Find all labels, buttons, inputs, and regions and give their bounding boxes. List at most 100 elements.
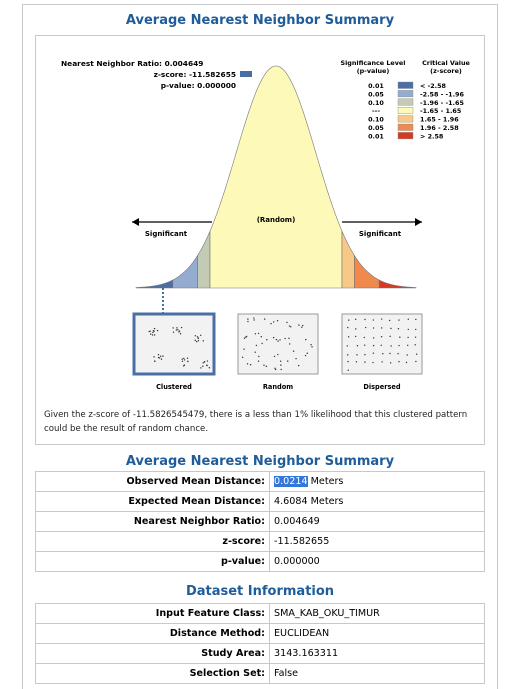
pattern-dot [276, 339, 277, 340]
pattern-dot [364, 354, 365, 355]
pattern-dot [242, 357, 243, 358]
pattern-dot [172, 327, 173, 328]
row-label: Nearest Neighbor Ratio: [36, 512, 270, 532]
pattern-dot [202, 366, 203, 367]
pattern-dot [310, 344, 311, 345]
pattern-dot [290, 326, 291, 327]
pattern-dot [253, 319, 254, 320]
pattern-dot [275, 369, 276, 370]
pattern-dot [289, 343, 290, 344]
pattern-dot [287, 360, 288, 361]
pattern-dot [198, 340, 199, 341]
pattern-dot [311, 346, 312, 347]
pattern-dot [206, 365, 207, 366]
pattern-dot [266, 366, 267, 367]
pattern-dot [373, 337, 374, 338]
pattern-dot [247, 318, 248, 319]
row-value: EUCLIDEAN [270, 624, 485, 644]
value: False [274, 668, 298, 679]
stat: z-score: -11.582655 [154, 70, 236, 79]
pattern-dot [184, 364, 185, 365]
row-label: Distance Method: [36, 624, 270, 644]
legend-p: --- [372, 107, 380, 115]
pattern-dot [204, 361, 205, 362]
curve-region [342, 231, 354, 288]
pattern-dot [284, 338, 285, 339]
pattern-dot [406, 354, 407, 355]
legend-z: 1.96 - 2.58 [420, 124, 459, 132]
pattern-dot [255, 333, 256, 334]
curve-region [379, 280, 416, 288]
row-label: p-value: [36, 552, 270, 572]
pattern-dot [197, 338, 198, 339]
value: -11.582655 [274, 536, 329, 547]
pattern-dot [389, 353, 390, 354]
pattern-dot [307, 353, 308, 354]
pattern-dot [150, 333, 151, 334]
pattern-dot [154, 328, 155, 329]
pattern-dot [274, 368, 275, 369]
pattern-dot [253, 317, 254, 318]
pattern-dot [200, 367, 201, 368]
pattern-dot [364, 361, 365, 362]
table-row: Distance Method:EUCLIDEAN [36, 624, 485, 644]
curve-region [136, 280, 173, 288]
pattern-dot [153, 331, 154, 332]
pattern-dot [295, 358, 296, 359]
pattern-dot [158, 354, 159, 355]
value: SMA_KAB_OKU_TIMUR [274, 608, 380, 619]
value: 0.004649 [274, 516, 320, 527]
pattern-dot [247, 321, 248, 322]
pattern-dot [355, 328, 356, 329]
pattern-dot [207, 360, 208, 361]
pattern-dot [270, 323, 271, 324]
pattern-dot [390, 328, 391, 329]
pattern-dot [347, 345, 348, 346]
pattern-dot [302, 325, 303, 326]
pattern-dot [263, 364, 264, 365]
table-row: Study Area:3143.163311 [36, 644, 485, 664]
row-label: Selection Set: [36, 664, 270, 684]
unit: Meters [311, 476, 344, 487]
stat: Nearest Neighbor Ratio: 0.004649 [61, 59, 203, 68]
pattern-dot [209, 367, 210, 368]
pattern-dot [286, 322, 287, 323]
pattern-dot [407, 337, 408, 338]
z-score-swatch [240, 71, 252, 77]
table-row: p-value:0.000000 [36, 552, 485, 572]
report-title: Average Nearest Neighbor Summary [23, 13, 497, 28]
legend-swatch [398, 116, 413, 123]
pattern-dot [273, 321, 274, 322]
pattern-dot [398, 328, 399, 329]
row-label: Expected Mean Distance: [36, 492, 270, 512]
curve-region [173, 256, 198, 289]
pattern-dot [397, 353, 398, 354]
legend-swatch [398, 99, 413, 106]
pattern-dot [356, 361, 357, 362]
pattern-dot [279, 339, 280, 340]
row-value: SMA_KAB_OKU_TIMUR [270, 604, 485, 624]
pattern-dot [177, 329, 178, 330]
summary-title: Average Nearest Neighbor Summary [23, 454, 497, 469]
table-row: Observed Mean Distance:0.0214 Meters [36, 472, 485, 492]
legend-z: -1.96 - -1.65 [420, 99, 464, 107]
pattern-dot [162, 355, 163, 356]
pattern-dot [196, 341, 197, 342]
pattern-dot [293, 351, 294, 352]
arrow-head [132, 218, 139, 226]
pattern-dot [250, 364, 251, 365]
pattern-dot [415, 361, 416, 362]
curve-region [210, 66, 342, 288]
row-value: 0.004649 [270, 512, 485, 532]
pattern-dot [398, 319, 399, 320]
pattern-dot [398, 345, 399, 346]
pattern-dot [280, 360, 281, 361]
pattern-dot [301, 327, 302, 328]
pattern-dot [357, 345, 358, 346]
pattern-dot [149, 330, 150, 331]
legend-swatch [398, 90, 413, 97]
pattern-dot [203, 362, 204, 363]
pattern-dot [273, 337, 274, 338]
row-value: 3143.163311 [270, 644, 485, 664]
